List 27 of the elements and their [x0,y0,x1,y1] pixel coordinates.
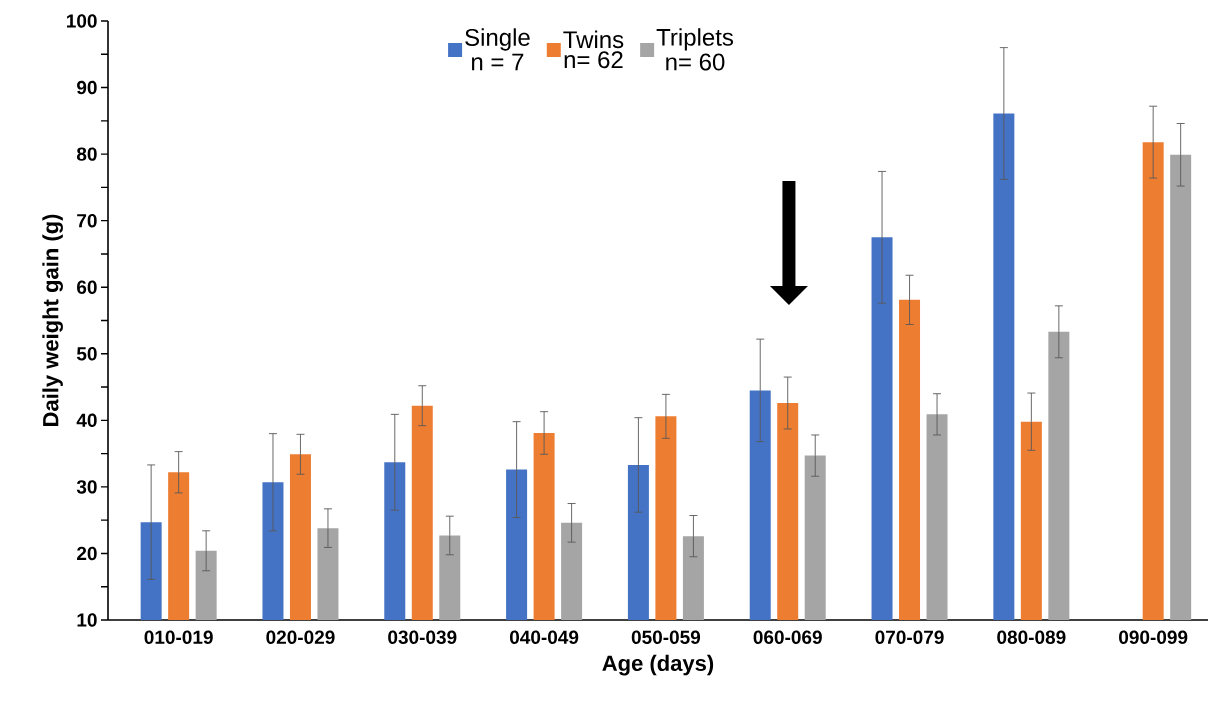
x-tick-label: 060-069 [753,630,822,644]
x-axis-title: Age (days) [602,654,714,676]
legend-label: Single [465,28,530,51]
annotation: n = 7 [472,53,524,71]
y-axis-title: Daily weight gain (g) [42,214,63,426]
y-tick-label: 50 [76,347,97,361]
x-tick-label: 020-029 [266,630,335,644]
y-tick-label: 80 [76,147,97,161]
y-tick-label: 70 [77,213,97,228]
legend-label: Triplets [656,28,734,51]
y-tick-label: 60 [77,280,97,294]
y-tick-label: 100 [66,14,97,28]
x-tick-label: 050-059 [631,630,701,644]
x-tick-label: 080-089 [997,630,1066,644]
y-tick-label: 90 [77,80,97,95]
x-tick-label: 070-079 [875,630,944,644]
y-tick-label: 10 [77,613,97,627]
legend-label: Twins [563,30,624,49]
x-tick-label: 040-049 [509,630,579,644]
x-tick-label: 030-039 [388,630,457,645]
y-tick-label: 20 [77,546,97,561]
annotation: n= 62 [564,51,623,69]
annotation: n= 60 [666,53,725,71]
y-tick-label: 40 [76,413,97,428]
y-tick-label: 30 [76,480,97,494]
x-tick-label: 090-099 [1119,630,1188,644]
x-tick-label: 010-019 [144,630,213,644]
